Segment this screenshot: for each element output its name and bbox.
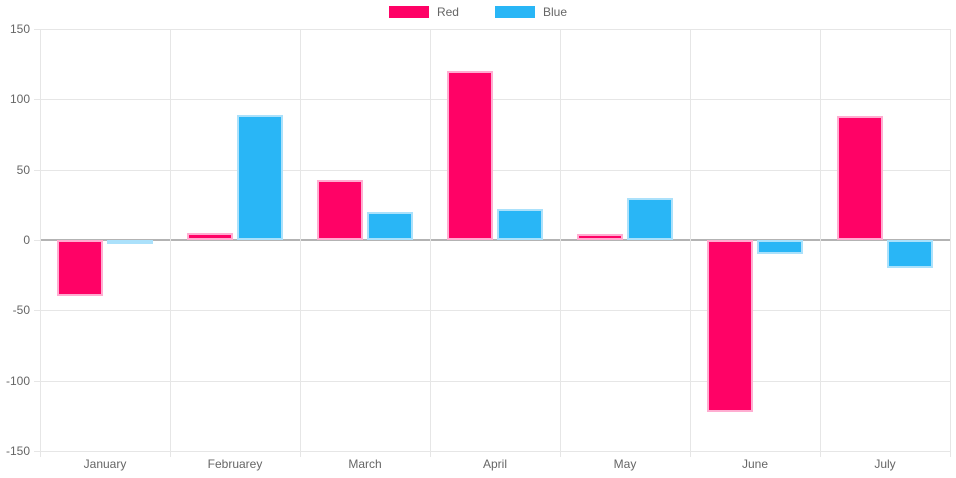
x-axis-label-march: March [348,457,382,471]
bar-blue-june[interactable] [757,240,803,255]
bar-blue-april[interactable] [497,209,543,240]
y-axis-label: 50 [16,162,30,177]
y-axis-tick [34,380,40,382]
y-axis-label: 150 [9,22,30,36]
bar-blue-may[interactable] [627,197,673,240]
y-axis-label: 0 [23,233,30,247]
y-axis-tick [34,310,40,312]
x-axis-label-februarey: Februarey [207,457,263,471]
bar-red-july[interactable] [837,116,883,240]
bar-red-march[interactable] [317,179,363,240]
y-axis-label: -100 [5,373,30,388]
gridline-vertical [820,29,821,451]
x-axis-label-may: May [613,457,637,471]
y-axis-tick [34,169,40,171]
gridline-vertical [560,29,561,451]
x-axis-tick [950,451,951,457]
y-axis-label: -50 [12,303,30,318]
y-axis-label: 100 [9,92,30,107]
gridline-horizontal [40,99,950,101]
gridline-horizontal [40,310,950,312]
x-axis-label-june: June [741,457,769,471]
bar-blue-march[interactable] [367,211,413,240]
gridline-horizontal [40,29,950,30]
y-axis-tick [34,451,40,452]
gridline-horizontal [40,451,950,452]
gridline-horizontal [40,380,950,382]
legend-item-blue[interactable]: Blue [494,5,568,19]
gridline-vertical [430,29,431,451]
gridline-vertical [690,29,691,451]
gridline-horizontal [40,169,950,171]
y-axis-tick [34,240,40,241]
bar-red-april[interactable] [447,71,493,240]
bar-red-may[interactable] [577,234,623,240]
x-axis-label-january: January [83,457,127,471]
gridline-vertical [300,29,301,451]
legend-label: Red [436,5,459,19]
x-axis-label-april: April [482,457,507,471]
bar-red-februarey[interactable] [187,232,233,240]
legend-item-red[interactable]: Red [388,5,459,19]
x-axis-label-july: July [874,457,896,471]
zero-gridline [40,239,950,241]
gridline-vertical [40,29,41,451]
bar-red-january[interactable] [57,240,103,297]
legend-swatch-blue [494,6,535,18]
y-axis-tick [34,99,40,101]
bar-blue-july[interactable] [887,240,933,269]
chart-legend: Red Blue [0,6,956,18]
bar-red-june[interactable] [707,240,753,412]
legend-swatch-red [388,6,429,18]
y-axis-label: -150 [5,444,30,458]
bar-blue-februarey[interactable] [237,114,283,240]
legend-label: Blue [542,5,568,19]
y-axis-tick [34,29,40,30]
gridline-vertical [170,29,171,451]
gridline-vertical [950,29,951,451]
bar-blue-january[interactable] [107,240,153,245]
